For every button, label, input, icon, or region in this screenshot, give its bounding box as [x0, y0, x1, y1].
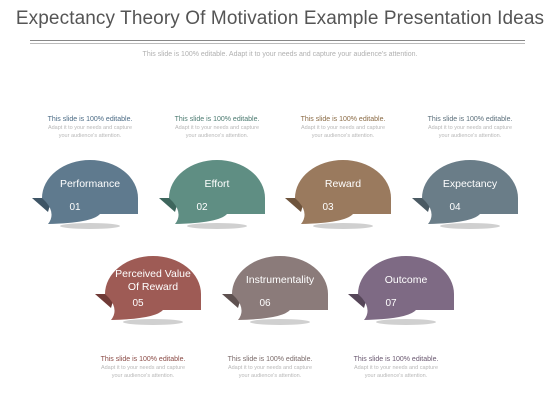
note-effort: This slide is 100% editable. Adapt it to… — [162, 116, 272, 140]
note-heading: This slide is 100% editable. — [300, 116, 386, 123]
stage-performance: Performance 01 — [30, 160, 150, 230]
note-body-line2: your audience's attention. — [364, 373, 428, 379]
note-body-line1: Adapt it to your needs and capture — [174, 125, 260, 131]
stage-label: Outcome — [384, 274, 428, 286]
note-body-line2: your audience's attention. — [238, 373, 302, 379]
stage-shape — [32, 160, 138, 229]
note-heading: This slide is 100% editable. — [47, 116, 133, 123]
note-body-line2: your audience's attention. — [438, 133, 502, 139]
note-outcome: This slide is 100% editable. Adapt it to… — [341, 356, 451, 380]
slide-subtitle: This slide is 100% editable. Adapt it to… — [142, 51, 418, 58]
stage-shape — [222, 256, 328, 325]
stage-number: 05 — [132, 298, 144, 309]
stage-expectancy: Expectancy 04 — [410, 160, 530, 230]
title-divider-thin — [30, 43, 525, 44]
stage-label: Performance — [59, 178, 121, 190]
note-heading: This slide is 100% editable. — [227, 356, 313, 363]
stage-effort: Effort 02 — [157, 160, 277, 230]
note-instrumentality: This slide is 100% editable. Adapt it to… — [215, 356, 325, 380]
stage-number: 07 — [385, 298, 397, 309]
note-body-line2: your audience's attention. — [111, 373, 175, 379]
stage-perceived-value-of-reward: Perceived Value Of Reward 05 — [93, 256, 213, 326]
note-body-line2: your audience's attention. — [311, 133, 375, 139]
slide-title: Expectancy Theory Of Motivation Example … — [15, 8, 545, 29]
stage-label: Effort — [204, 178, 230, 190]
stage-instrumentality: Instrumentality 06 — [220, 256, 340, 326]
note-body-line1: Adapt it to your needs and capture — [47, 125, 133, 131]
title-divider — [30, 40, 525, 41]
stage-number: 03 — [322, 202, 334, 213]
note-body-line1: Adapt it to your needs and capture — [227, 365, 313, 371]
stage-shape — [159, 160, 265, 229]
note-expectancy: This slide is 100% editable. Adapt it to… — [415, 116, 525, 140]
note-heading: This slide is 100% editable. — [353, 356, 439, 363]
note-reward: This slide is 100% editable. Adapt it to… — [288, 116, 398, 140]
stage-number: 04 — [449, 202, 461, 213]
stage-label: Perceived Value Of Reward — [115, 268, 191, 293]
stage-reward: Reward 03 — [283, 160, 403, 230]
stage-number: 01 — [69, 202, 81, 213]
stage-shape — [285, 160, 391, 229]
note-heading: This slide is 100% editable. — [427, 116, 513, 123]
stage-outcome: Outcome 07 — [346, 256, 466, 326]
stage-number: 06 — [259, 298, 271, 309]
note-performance: This slide is 100% editable. Adapt it to… — [35, 116, 145, 140]
stage-shape — [412, 160, 518, 229]
note-body-line2: your audience's attention. — [58, 133, 122, 139]
stage-label: Reward — [324, 178, 362, 190]
stage-number: 02 — [196, 202, 208, 213]
note-body-line1: Adapt it to your needs and capture — [100, 365, 186, 371]
note-heading: This slide is 100% editable. — [174, 116, 260, 123]
note-body-line2: your audience's attention. — [185, 133, 249, 139]
note-perceived-value: This slide is 100% editable. Adapt it to… — [88, 356, 198, 380]
stage-shape — [348, 256, 454, 325]
note-body-line1: Adapt it to your needs and capture — [300, 125, 386, 131]
note-heading: This slide is 100% editable. — [100, 356, 186, 363]
stage-label: Instrumentality — [245, 274, 315, 286]
note-body-line1: Adapt it to your needs and capture — [427, 125, 513, 131]
stage-shape — [95, 256, 201, 325]
note-body-line1: Adapt it to your needs and capture — [353, 365, 439, 371]
stage-label: Expectancy — [442, 178, 498, 190]
